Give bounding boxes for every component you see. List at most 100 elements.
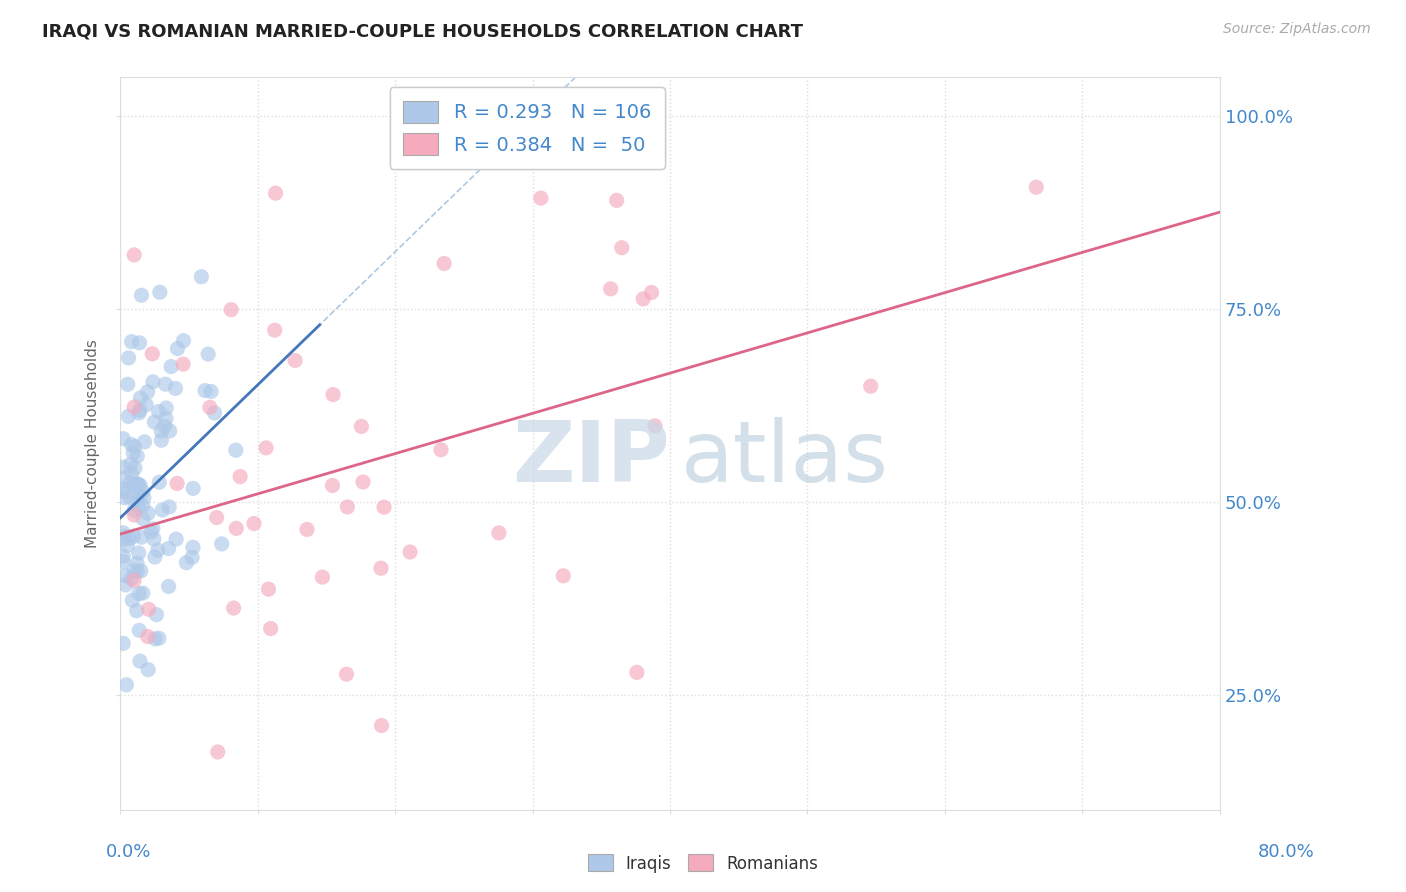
Point <box>257 582 280 597</box>
Point <box>142 522 165 536</box>
Point <box>150 424 173 438</box>
Point <box>197 347 219 361</box>
Point <box>263 323 285 337</box>
Point <box>219 302 242 317</box>
Point <box>606 194 628 208</box>
Point <box>200 819 222 833</box>
Point <box>610 241 633 255</box>
Point <box>120 572 142 586</box>
Point <box>114 529 136 543</box>
Point <box>370 561 392 575</box>
Point <box>336 500 359 514</box>
Point <box>127 449 149 463</box>
Legend: R = 0.293   N = 106, R = 0.384   N =  50: R = 0.293 N = 106, R = 0.384 N = 50 <box>389 87 665 169</box>
Point <box>640 285 662 300</box>
Point <box>181 541 204 555</box>
Point <box>142 375 165 389</box>
Point <box>117 351 139 365</box>
Point <box>165 532 187 546</box>
Point <box>112 549 135 564</box>
Point <box>112 554 135 568</box>
Point <box>157 500 180 514</box>
Point <box>430 442 453 457</box>
Point <box>644 418 666 433</box>
Point <box>129 654 152 668</box>
Point <box>122 508 145 522</box>
Text: 0.0%: 0.0% <box>105 843 150 861</box>
Point <box>166 476 188 491</box>
Point <box>172 334 194 348</box>
Point <box>433 256 456 270</box>
Point <box>152 503 174 517</box>
Legend: Iraqis, Romanians: Iraqis, Romanians <box>581 847 825 880</box>
Point <box>136 507 159 521</box>
Point <box>115 578 138 592</box>
Point <box>160 359 183 374</box>
Point <box>284 353 307 368</box>
Point <box>146 543 169 558</box>
Point <box>122 563 145 577</box>
Point <box>112 460 135 475</box>
Point <box>129 564 152 578</box>
Point <box>190 269 212 284</box>
Text: ZIP: ZIP <box>512 417 671 500</box>
Point <box>112 432 135 446</box>
Point <box>150 434 173 448</box>
Point <box>142 532 165 546</box>
Point <box>225 521 247 535</box>
Point <box>157 579 180 593</box>
Point <box>176 556 198 570</box>
Point <box>370 718 392 732</box>
Point <box>553 569 575 583</box>
Point <box>143 549 166 564</box>
Point <box>295 523 318 537</box>
Point <box>243 516 266 531</box>
Point <box>112 533 135 547</box>
Point <box>117 377 139 392</box>
Point <box>1025 180 1047 194</box>
Point <box>129 391 152 405</box>
Point <box>488 525 510 540</box>
Point <box>131 288 153 302</box>
Point <box>155 401 177 415</box>
Point <box>128 406 150 420</box>
Point <box>159 424 181 438</box>
Point <box>118 532 141 546</box>
Point <box>155 411 177 425</box>
Point <box>211 537 233 551</box>
Point <box>117 539 139 553</box>
Point <box>181 550 204 565</box>
Point <box>264 186 287 201</box>
Point <box>148 631 170 645</box>
Point <box>155 377 177 392</box>
Point <box>139 524 162 539</box>
Point <box>122 446 145 460</box>
Point <box>599 282 621 296</box>
Text: 80.0%: 80.0% <box>1258 843 1315 861</box>
Point <box>373 500 395 515</box>
Point <box>128 546 150 560</box>
Text: Source: ZipAtlas.com: Source: ZipAtlas.com <box>1223 22 1371 37</box>
Point <box>166 342 188 356</box>
Point <box>125 556 148 570</box>
Point <box>254 441 277 455</box>
Point <box>149 285 172 300</box>
Point <box>143 415 166 429</box>
Point <box>121 593 143 607</box>
Point <box>127 500 149 514</box>
Point <box>530 191 553 205</box>
Point <box>125 476 148 491</box>
Point <box>120 475 142 490</box>
Point <box>145 607 167 622</box>
Point <box>127 493 149 508</box>
Point <box>128 586 150 600</box>
Point <box>157 541 180 556</box>
Point <box>122 503 145 517</box>
Point <box>204 406 226 420</box>
Point <box>121 467 143 481</box>
Point <box>181 482 204 496</box>
Point <box>122 400 145 414</box>
Point <box>165 381 187 395</box>
Point <box>114 470 136 484</box>
Point <box>260 622 283 636</box>
